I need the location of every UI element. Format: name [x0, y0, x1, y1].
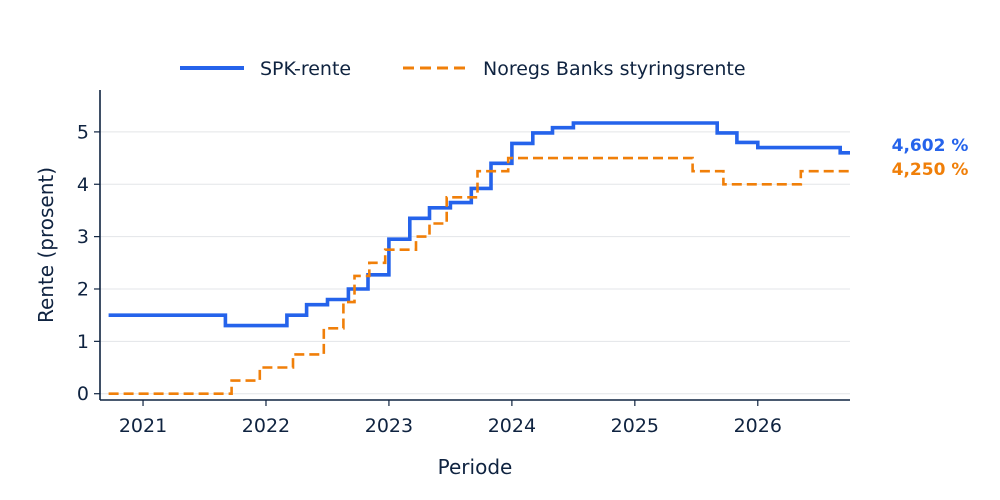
x-tick-label: 2025 [611, 415, 659, 437]
y-tick-label: 1 [77, 331, 89, 353]
end-value-label: 4,602 % [892, 136, 969, 156]
x-tick-label: 2022 [242, 415, 290, 437]
end-value-label: 4,250 % [892, 160, 969, 180]
y-tick-label: 0 [77, 383, 89, 405]
grid-lines [100, 131, 850, 395]
end-labels: 4,602 % 4,250 % [892, 136, 969, 180]
axes [99, 90, 850, 401]
series-line-0 [108, 121, 850, 328]
x-tick-label: 2021 [119, 415, 167, 437]
y-tick-label: 4 [77, 174, 89, 196]
legend-label: SPK-rente [260, 58, 351, 80]
x-tick-label: 2023 [365, 415, 413, 437]
y-axis-label: Rente (prosent) [34, 167, 58, 323]
legend: SPK-rente Noregs Banks styringsrente [180, 58, 746, 80]
legend-label: Noregs Banks styringsrente [483, 58, 746, 80]
series-lines [108, 121, 850, 395]
tick-labels: 0 1 2 3 4 5 2021 2022 2023 2024 2025 2026 [77, 121, 782, 437]
x-tick-label: 2024 [488, 415, 536, 437]
series-line-1 [108, 156, 850, 395]
x-tick-label: 2026 [734, 415, 782, 437]
y-tick-label: 5 [77, 121, 89, 143]
y-tick-label: 3 [77, 226, 89, 248]
x-axis-label: Periode [438, 455, 513, 479]
y-tick-label: 2 [77, 278, 89, 300]
